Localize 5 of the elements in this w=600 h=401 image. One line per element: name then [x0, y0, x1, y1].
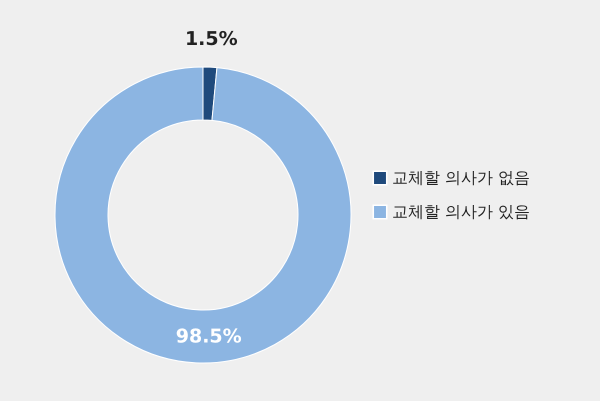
data-label: 98.5%	[176, 325, 242, 348]
legend-label: 교체할 의사가 없음	[392, 168, 530, 187]
data-label: 1.5%	[184, 28, 238, 50]
donut-slice	[54, 66, 352, 364]
legend-label: 교체할 의사가 있음	[392, 202, 530, 221]
